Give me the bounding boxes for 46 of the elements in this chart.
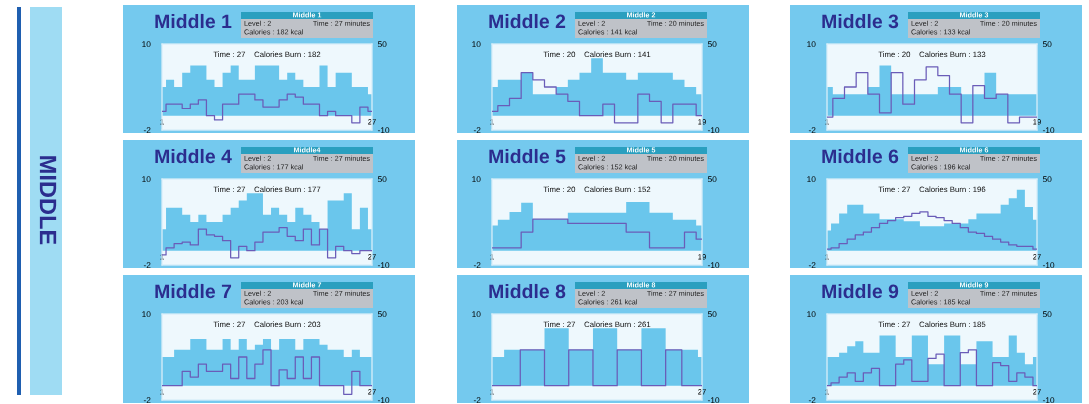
chart-title: Middle 9	[822, 283, 899, 299]
y-tick-label: -2	[473, 397, 481, 404]
y2-tick-label: 50	[707, 41, 717, 48]
y2-tick-label: 50	[707, 176, 717, 183]
y-tick-label: -2	[808, 397, 816, 404]
y-tick-label: 10	[472, 176, 481, 183]
y-tick-label: -2	[808, 262, 816, 269]
y2-tick-label: -10	[1042, 262, 1055, 269]
chart-title: Middle 5	[489, 148, 566, 164]
y-tick-label: 10	[472, 41, 481, 48]
y2-tick-label: -10	[707, 127, 720, 134]
chart-title: Middle 4	[155, 148, 232, 164]
y-tick-label: 10	[807, 176, 816, 183]
chart-title: Middle 8	[489, 283, 566, 299]
y-tick-label: -2	[143, 397, 151, 404]
y2-tick-label: 50	[1042, 41, 1052, 48]
chart-title: Middle 6	[822, 148, 899, 164]
chart-title: Middle 2	[489, 13, 566, 29]
y2-tick-label: -10	[1042, 397, 1055, 404]
y2-tick-label: 50	[377, 176, 387, 183]
y-tick-label: -2	[808, 127, 816, 134]
y2-tick-label: -10	[707, 397, 720, 404]
chart-title: Middle 7	[155, 283, 232, 299]
y2-tick-label: 50	[377, 311, 387, 318]
y-tick-label: 10	[807, 311, 816, 318]
text: MIDDLE	[39, 156, 57, 245]
y2-tick-label: 50	[1042, 311, 1052, 318]
y-tick-label: 10	[142, 41, 151, 48]
y2-tick-label: -10	[1042, 127, 1055, 134]
chart-title: Middle 1	[155, 13, 232, 29]
y2-tick-label: -10	[377, 262, 390, 269]
y2-tick-label: -10	[707, 262, 720, 269]
y-tick-label: -2	[473, 262, 481, 269]
y-tick-label: 10	[142, 311, 151, 318]
y2-tick-label: 50	[377, 41, 387, 48]
y2-tick-label: 50	[707, 311, 717, 318]
y2-tick-label: 50	[1042, 176, 1052, 183]
chart-title: Middle 3	[822, 13, 899, 29]
y-tick-label: -2	[473, 127, 481, 134]
y-tick-label: 10	[142, 176, 151, 183]
y2-tick-label: -10	[377, 397, 390, 404]
y-tick-label: 10	[807, 41, 816, 48]
y2-tick-label: -10	[377, 127, 390, 134]
y-tick-label: 10	[472, 311, 481, 318]
y-tick-label: -2	[143, 127, 151, 134]
y-tick-label: -2	[143, 262, 151, 269]
